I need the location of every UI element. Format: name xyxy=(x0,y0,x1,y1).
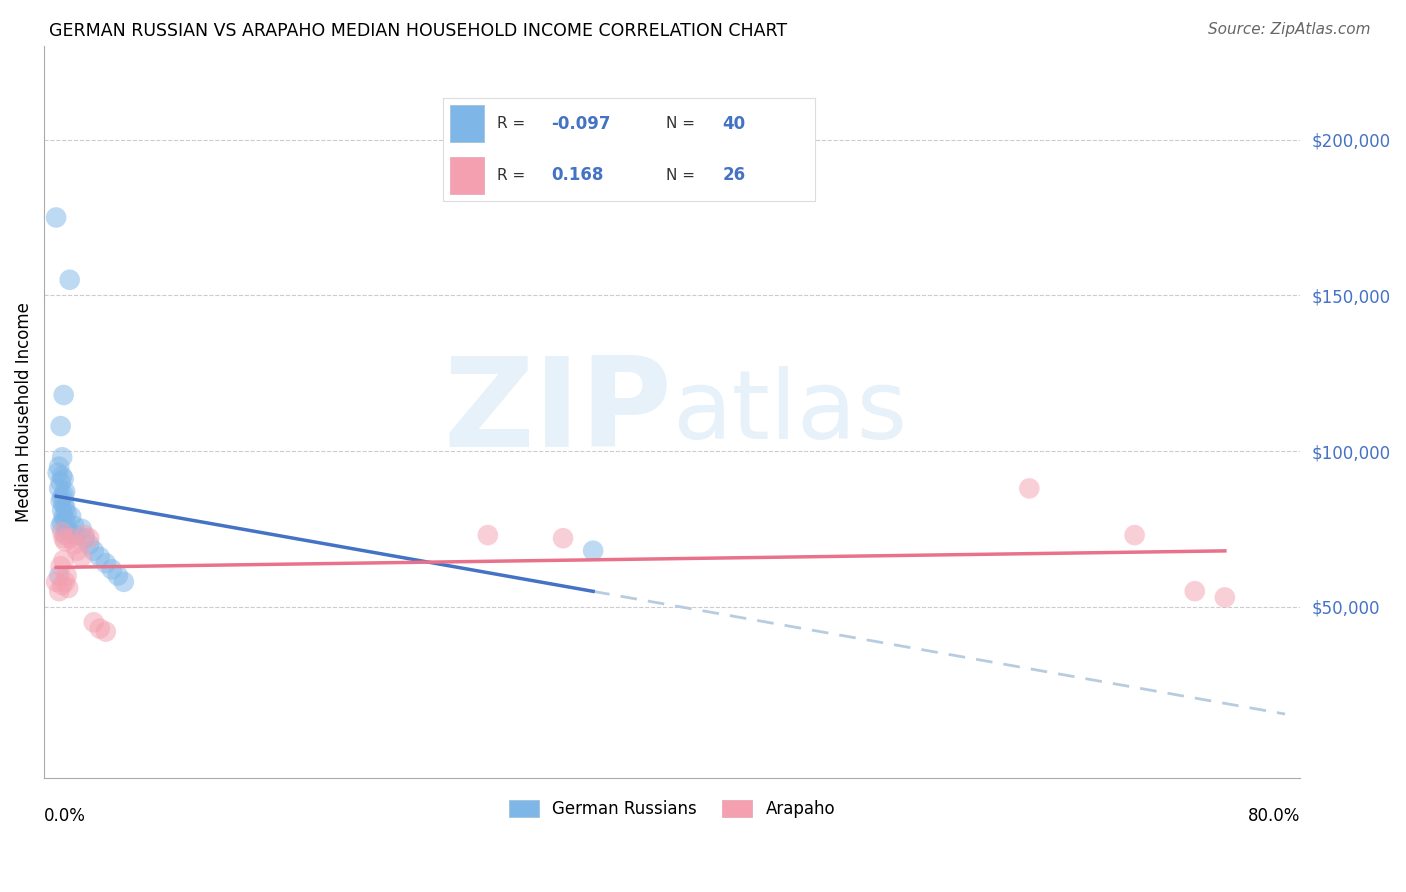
Text: 0.0%: 0.0% xyxy=(44,807,86,825)
Point xyxy=(53,512,76,526)
Point xyxy=(89,622,111,636)
Point xyxy=(94,624,117,639)
Point xyxy=(477,528,499,542)
Point xyxy=(49,559,72,574)
Point xyxy=(63,537,86,551)
Point xyxy=(52,488,75,502)
Point xyxy=(55,568,77,582)
Text: 80.0%: 80.0% xyxy=(1247,807,1301,825)
Legend: German Russians, Arapaho: German Russians, Arapaho xyxy=(502,793,842,824)
Point xyxy=(46,466,69,480)
Bar xyxy=(450,157,484,194)
Point xyxy=(60,509,83,524)
Point xyxy=(582,543,605,558)
Text: N =: N = xyxy=(666,168,696,183)
Point xyxy=(51,469,73,483)
Point xyxy=(51,491,73,505)
Point xyxy=(70,522,93,536)
Point xyxy=(51,503,73,517)
Point xyxy=(51,578,73,592)
Point xyxy=(53,484,76,499)
Point xyxy=(63,518,86,533)
Y-axis label: Median Household Income: Median Household Income xyxy=(15,302,32,522)
Text: GERMAN RUSSIAN VS ARAPAHO MEDIAN HOUSEHOLD INCOME CORRELATION CHART: GERMAN RUSSIAN VS ARAPAHO MEDIAN HOUSEHO… xyxy=(49,22,787,40)
Point xyxy=(73,531,96,545)
Bar xyxy=(450,105,484,142)
Point xyxy=(89,549,111,564)
Text: Source: ZipAtlas.com: Source: ZipAtlas.com xyxy=(1208,22,1371,37)
Point xyxy=(1213,591,1236,605)
Point xyxy=(60,531,83,545)
Text: R =: R = xyxy=(496,168,526,183)
Text: -0.097: -0.097 xyxy=(551,115,610,133)
Point xyxy=(48,459,70,474)
Point xyxy=(52,531,75,545)
Point xyxy=(77,537,100,551)
Point xyxy=(52,553,75,567)
Text: R =: R = xyxy=(496,116,526,131)
Point xyxy=(56,581,79,595)
Point xyxy=(56,524,79,539)
Point xyxy=(59,273,82,287)
Point xyxy=(66,543,89,558)
Point xyxy=(49,494,72,508)
Point xyxy=(52,388,75,402)
Point xyxy=(73,528,96,542)
Point xyxy=(45,574,67,589)
Point xyxy=(51,516,73,530)
Point xyxy=(77,531,100,545)
Point xyxy=(52,472,75,486)
Text: ZIP: ZIP xyxy=(443,351,672,473)
Point xyxy=(51,450,73,465)
Point xyxy=(1018,482,1040,496)
Point xyxy=(107,568,129,582)
Point xyxy=(48,568,70,582)
Point xyxy=(53,528,76,542)
Point xyxy=(551,531,574,545)
Text: 26: 26 xyxy=(723,166,745,184)
Point xyxy=(112,574,135,589)
Text: N =: N = xyxy=(666,116,696,131)
Point xyxy=(49,419,72,434)
Point xyxy=(52,497,75,511)
Point xyxy=(53,500,76,514)
Text: atlas: atlas xyxy=(672,366,907,458)
Point xyxy=(55,522,77,536)
Point xyxy=(48,584,70,599)
Point xyxy=(45,211,67,225)
Point xyxy=(83,615,105,630)
Point xyxy=(1184,584,1206,599)
Point xyxy=(49,518,72,533)
Point xyxy=(52,509,75,524)
Point xyxy=(1123,528,1146,542)
Point xyxy=(101,562,124,576)
Point xyxy=(48,482,70,496)
Point xyxy=(70,549,93,564)
Point xyxy=(53,574,76,589)
Point xyxy=(83,543,105,558)
Text: 0.168: 0.168 xyxy=(551,166,603,184)
Point xyxy=(55,506,77,520)
Point xyxy=(53,534,76,549)
Point xyxy=(49,475,72,490)
Point xyxy=(51,524,73,539)
Point xyxy=(65,528,87,542)
Text: 40: 40 xyxy=(723,115,745,133)
Point xyxy=(94,556,117,570)
